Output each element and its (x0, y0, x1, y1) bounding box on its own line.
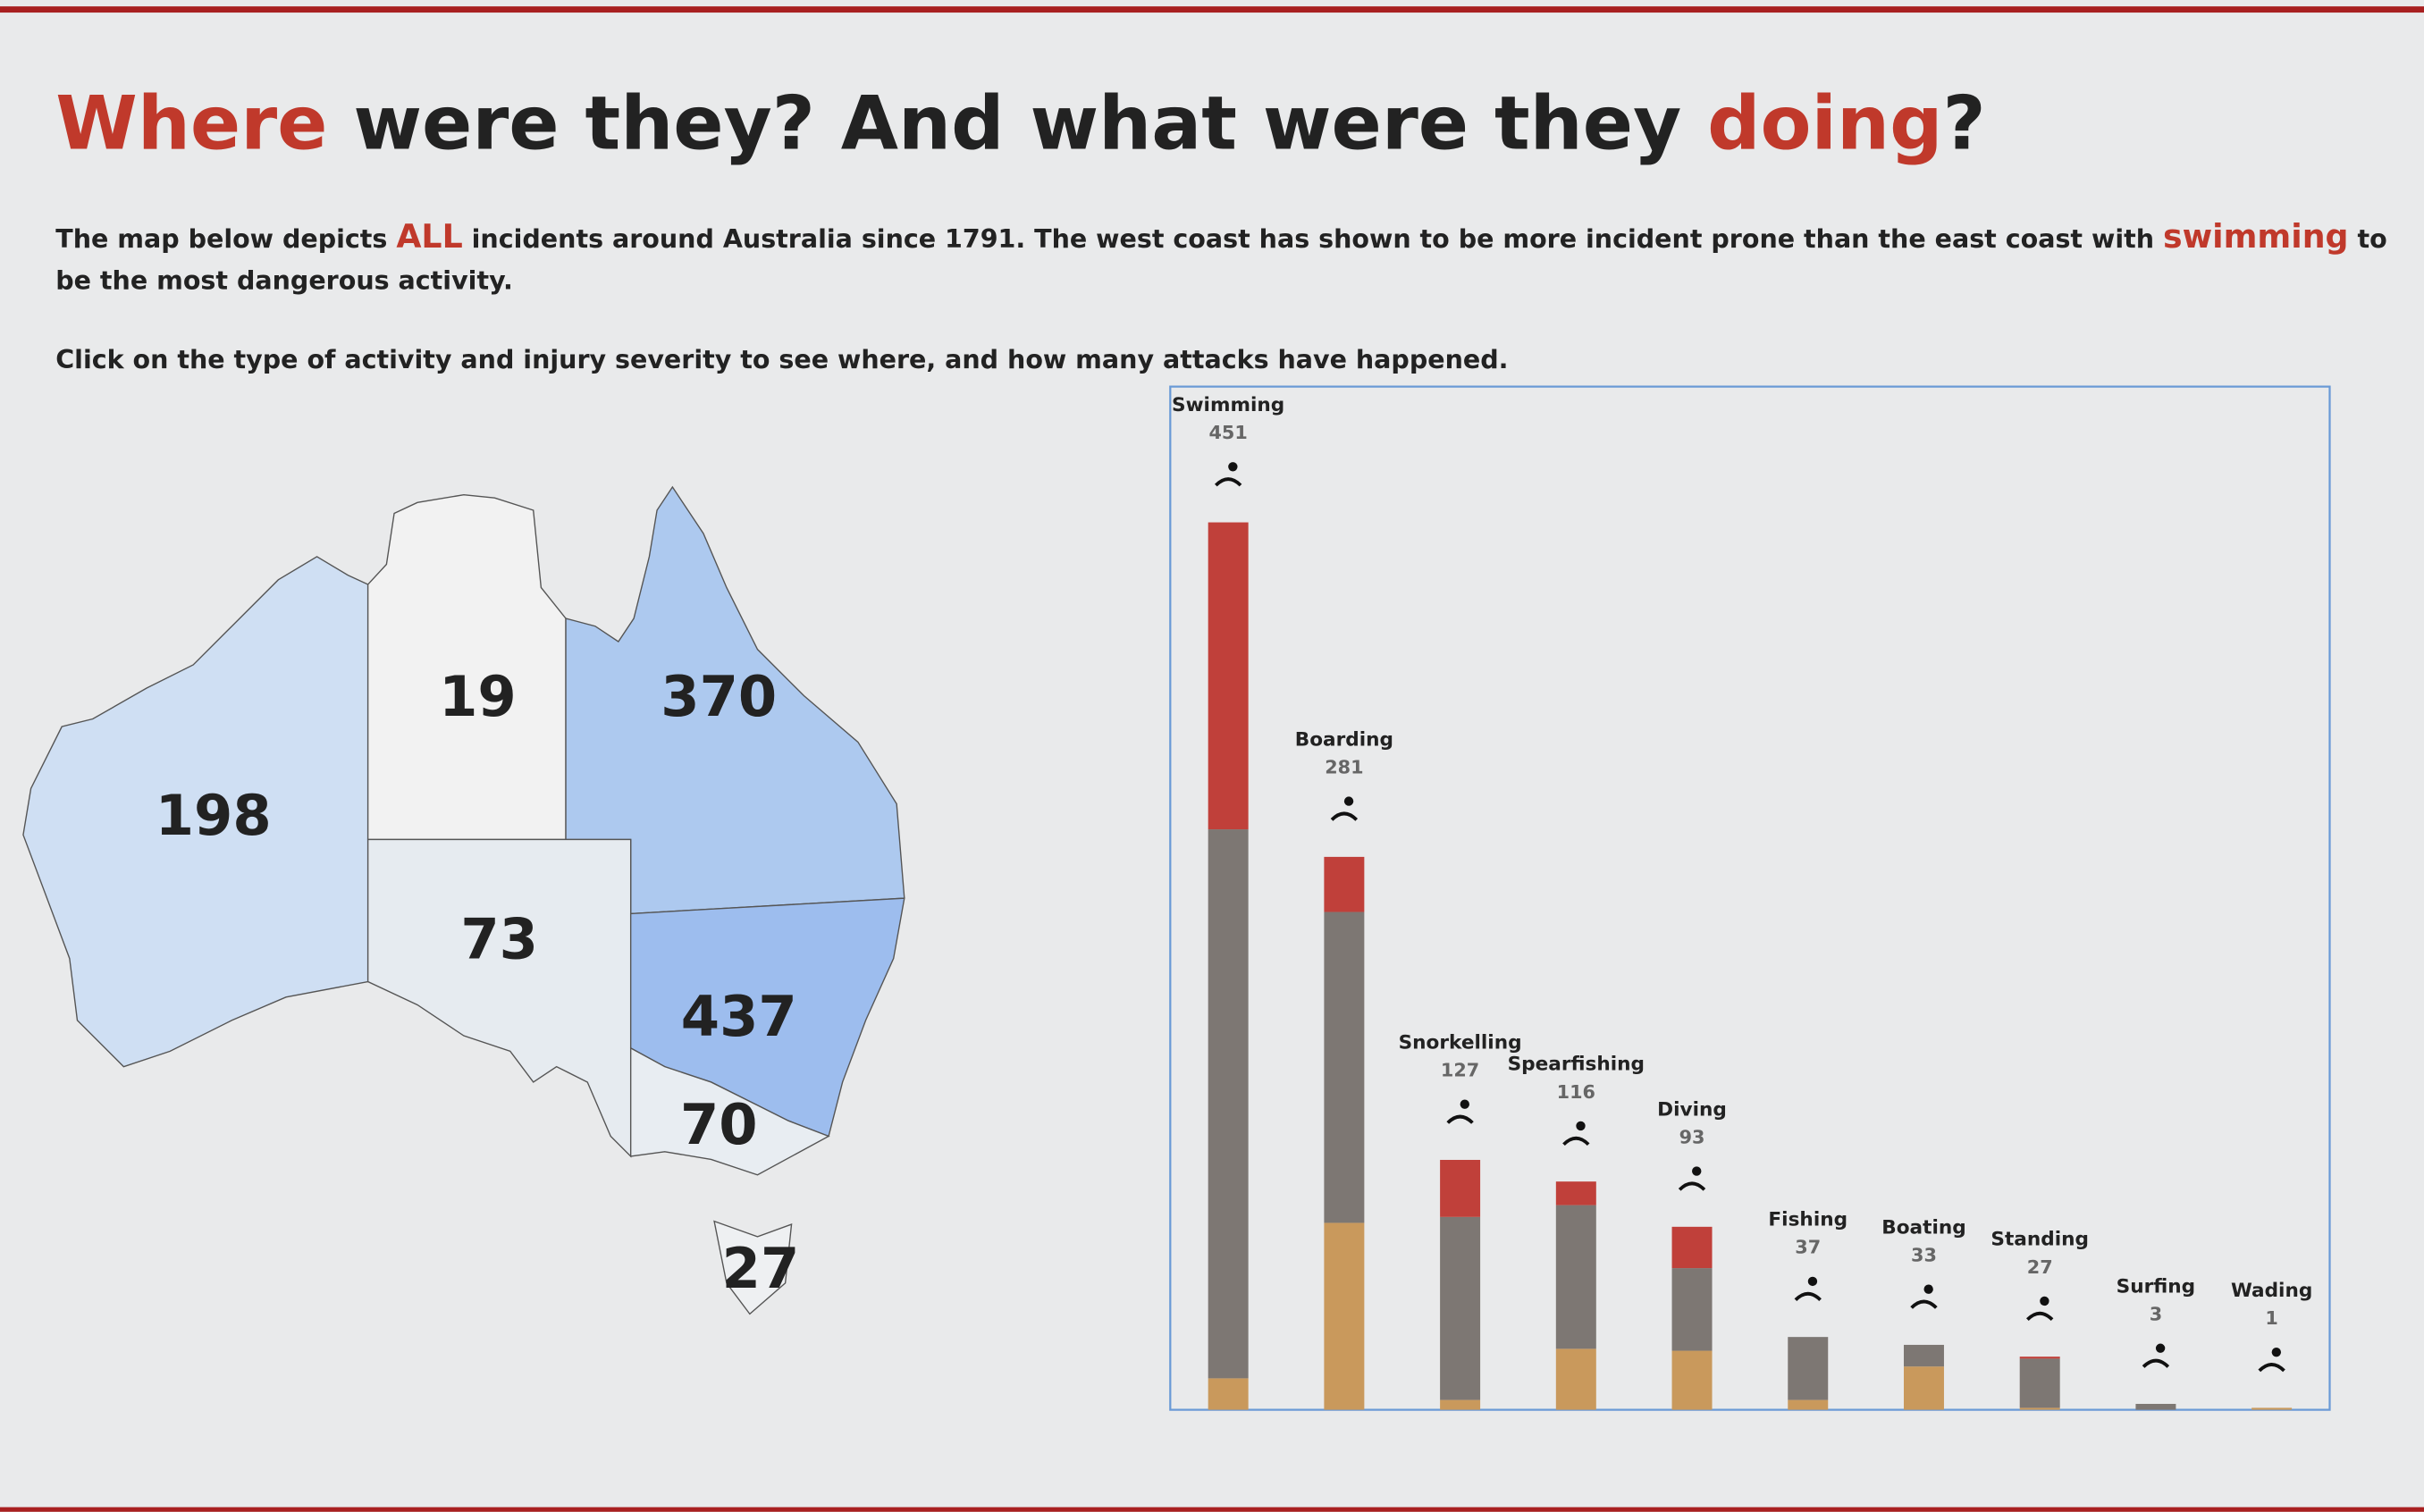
category-label[interactable]: Swimming (1172, 394, 1284, 416)
activity-icon (1228, 462, 1238, 472)
bar-segment[interactable] (1440, 1216, 1481, 1400)
total-label: 37 (1795, 1237, 1821, 1258)
total-label: 451 (1208, 422, 1247, 443)
region-label: 27 (722, 1236, 800, 1301)
bar-segment[interactable] (2135, 1404, 2176, 1410)
category-label[interactable]: Diving (1657, 1098, 1727, 1121)
activity-icon (1910, 1299, 1938, 1309)
total-label: 33 (1911, 1245, 1937, 1266)
activity-icon (1562, 1136, 1590, 1147)
region[interactable] (713, 1220, 793, 1315)
activity-icon (1692, 1166, 1702, 1176)
region[interactable] (22, 556, 369, 1068)
bar-segment[interactable] (1324, 856, 1365, 912)
bar-segment[interactable] (1555, 1181, 1596, 1205)
activity-icon (2155, 1343, 2166, 1353)
category-label[interactable]: Surfing (2117, 1275, 2195, 1298)
description: The map below depicts ALL incidents arou… (55, 217, 2386, 256)
activity-icon (1576, 1121, 1586, 1131)
highlight: swimming (2163, 217, 2349, 256)
title-part: doing (1707, 80, 1942, 166)
total-label: 93 (1679, 1126, 1705, 1147)
title-part: were they? And what were they (327, 80, 1707, 166)
highlight: ALL (396, 217, 462, 256)
bar-segment[interactable] (1671, 1268, 1713, 1351)
region[interactable] (629, 1046, 830, 1176)
bar-chart-frame (1169, 385, 2331, 1411)
category-label[interactable]: Standing (1991, 1229, 2089, 1251)
description-part: be the most dangerous activity. (55, 266, 513, 296)
bar-segment[interactable] (1440, 1159, 1481, 1217)
activity-icon (2040, 1296, 2049, 1306)
category-label[interactable]: Boating (1881, 1216, 1966, 1239)
bar-segment[interactable] (1788, 1399, 1829, 1410)
top-rule (0, 6, 2424, 13)
region-label: 19 (439, 664, 517, 729)
activity-icon (1678, 1181, 1706, 1191)
bar-segment[interactable] (2251, 1407, 2293, 1410)
bar-segment[interactable] (1671, 1226, 1713, 1269)
category-label[interactable]: Snorkelling (1399, 1031, 1522, 1054)
activity-icon (1330, 811, 1359, 821)
activity-icon (1923, 1284, 1933, 1294)
activity-icon (1446, 1114, 1474, 1124)
category-label[interactable]: Boarding (1295, 728, 1393, 751)
bar-segment[interactable] (1208, 522, 1249, 830)
region-label: 198 (156, 783, 272, 848)
map: 198 19 370 73 437 70 27 (22, 485, 905, 1315)
total-label: 1 (2265, 1307, 2277, 1329)
bar-segment[interactable] (1671, 1350, 1713, 1410)
bar-segment[interactable] (1440, 1399, 1481, 1410)
total-label: 116 (1557, 1081, 1595, 1103)
bar-segment[interactable] (1903, 1344, 1944, 1367)
instruction: Click on the type of activity and injury… (55, 345, 1508, 374)
category-label[interactable]: Fishing (1768, 1209, 1847, 1231)
bar-segment[interactable] (1903, 1366, 1944, 1410)
bar-segment[interactable] (1324, 1222, 1365, 1410)
activity-icon (2142, 1358, 2170, 1368)
total-label: 127 (1441, 1060, 1479, 1081)
activity-icon (1807, 1276, 1818, 1287)
title-part: ? (1943, 80, 1986, 166)
bar-segment[interactable] (2019, 1357, 2060, 1359)
activity-icon (2258, 1363, 2285, 1373)
category-label[interactable]: Wading (2231, 1280, 2312, 1302)
title: Where were they? And what were they doin… (55, 80, 1985, 166)
bar-segment[interactable] (1324, 911, 1365, 1223)
category-label[interactable]: Spearfishing (1508, 1054, 1645, 1076)
bar-segment[interactable] (1208, 1378, 1249, 1410)
total-label: 3 (2150, 1304, 2162, 1325)
activity-icon (2271, 1347, 2282, 1357)
activity-icon (1214, 477, 1242, 487)
bar-segment[interactable] (1555, 1205, 1596, 1349)
bar-segment[interactable] (1555, 1348, 1596, 1410)
total-label: 281 (1325, 756, 1363, 777)
activity-icon (2026, 1311, 2054, 1322)
description: be the most dangerous activity. (55, 266, 513, 296)
description-part: to (2349, 224, 2387, 254)
region-label: 73 (460, 906, 538, 971)
activity-icon (1794, 1291, 1822, 1302)
bar-segment[interactable] (1788, 1337, 1829, 1400)
bar-segment[interactable] (2019, 1358, 2060, 1408)
region-label: 370 (661, 664, 777, 729)
description-part: incidents around Australia since 1791. T… (463, 224, 2163, 254)
title-part: Where (55, 80, 327, 166)
total-label: 27 (2027, 1256, 2053, 1278)
bar-segment[interactable] (2019, 1407, 2060, 1410)
region-label: 437 (681, 984, 797, 1049)
description-part: The map below depicts (55, 224, 396, 254)
bottom-rule (0, 1507, 2424, 1512)
region-label: 70 (680, 1092, 758, 1157)
bar-segment[interactable] (1208, 829, 1249, 1379)
activity-icon (1460, 1099, 1469, 1109)
activity-icon (1343, 796, 1354, 806)
